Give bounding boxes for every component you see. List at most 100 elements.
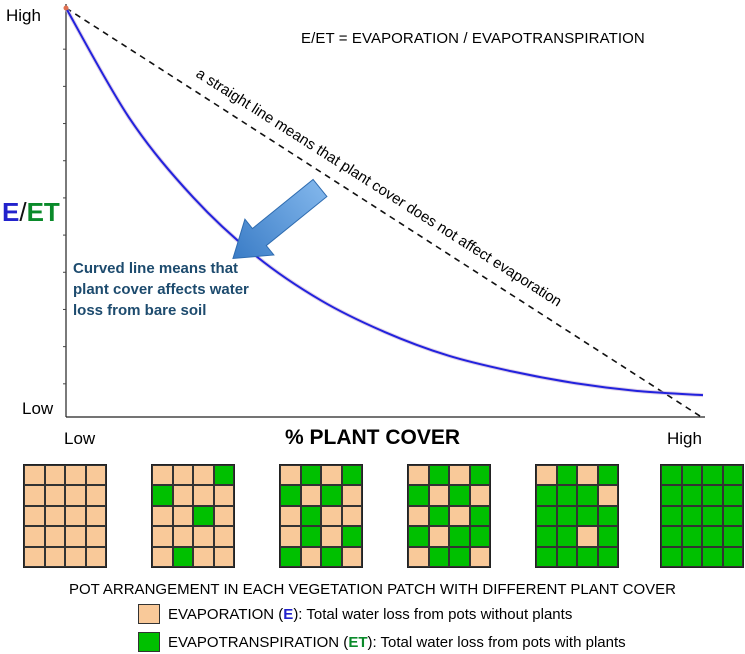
soil-pot-cell [408,505,429,527]
plant-pot-cell [661,465,682,486]
curved-line [65,7,704,397]
patches-caption: POT ARRANGEMENT IN EACH VEGETATION PATCH… [68,581,677,598]
plant-pot-cell [597,505,618,527]
legend-label-evapotranspiration: EVAPOTRANSPIRATION (ET): Total water los… [168,633,626,651]
soil-pot-cell [85,465,106,486]
plant-pot-cell [536,526,557,547]
x-axis-title: % PLANT COVER [284,426,460,449]
soil-pot-cell [321,465,342,486]
soil-pot-cell [44,505,65,527]
soil-pot-cell [469,485,490,506]
plant-pot-cell [469,505,490,527]
plant-pot-cell [428,465,449,486]
soil-pot-cell [65,465,86,486]
plant-pot-cell [722,546,743,567]
plant-pot-cell [702,546,723,567]
plant-pot-cell [577,485,598,506]
soil-pot-cell [300,546,321,567]
y-axis-title-e: E [2,197,20,227]
curve-start-point [63,5,69,11]
soil-pot-cell [152,465,173,486]
plant-pot-cell [449,546,470,567]
vegetation-patch [279,464,363,568]
y-axis-title-et: ET [26,197,60,227]
plant-pot-cell [213,465,234,486]
plant-pot-cell [428,546,449,567]
soil-pot-cell [577,465,598,486]
plant-pot-cell [172,546,193,567]
plant-pot-cell [577,505,598,527]
soil-pot-cell [341,546,362,567]
soil-pot-cell [280,526,301,547]
soil-pot-cell [321,526,342,547]
plant-pot-cell [152,485,173,506]
soil-pot-cell [44,485,65,506]
soil-pot-cell [449,505,470,527]
y-axis-high-label: High [6,6,41,25]
plant-pot-cell [469,465,490,486]
soil-pot-cell [469,546,490,567]
soil-pot-cell [193,465,214,486]
y-axis-title: E/ET [2,197,60,228]
plant-pot-cell [722,526,743,547]
soil-pot-cell [428,485,449,506]
straight-dashed-line [65,7,704,419]
formula-text: E/ET = EVAPORATION / EVAPOTRANSPIRATION [301,30,645,47]
soil-pot-cell [213,526,234,547]
soil-pot-cell [24,485,45,506]
soil-pot-cell [152,526,173,547]
plant-pot-cell [449,526,470,547]
x-axis-low-label: Low [64,429,96,448]
plant-pot-cell [681,485,702,506]
curved-line-annotation: Curved line means that plant cover affec… [73,260,249,319]
vegetation-patch [151,464,235,568]
plant-pot-cell [556,526,577,547]
soil-pot-cell [24,526,45,547]
plant-pot-cell [722,465,743,486]
plant-pot-cell [280,485,301,506]
soil-pot-cell [65,485,86,506]
soil-pot-cell [577,526,598,547]
chart-axes [63,4,705,418]
soil-pot-cell [85,526,106,547]
vegetation-patch [23,464,107,568]
soil-pot-cell [597,485,618,506]
legend-label-evaporation: EVAPORATION (E): Total water loss from p… [168,605,573,623]
plant-pot-cell [321,485,342,506]
plant-pot-cell [661,505,682,527]
soil-pot-cell [44,526,65,547]
plant-pot-cell [300,526,321,547]
plant-pot-cell [556,465,577,486]
vegetation-patch [535,464,619,568]
plant-pot-cell [681,505,702,527]
plant-pot-cell [702,505,723,527]
plant-pot-cell [681,526,702,547]
plant-pot-cell [428,505,449,527]
soil-pot-cell [408,465,429,486]
soil-pot-cell [172,465,193,486]
soil-pot-cell [280,465,301,486]
arrow-shape [232,178,328,260]
plant-pot-cell [556,546,577,567]
soil-pot-cell [172,505,193,527]
soil-pot-cell [193,485,214,506]
plant-pot-cell [577,546,598,567]
soil-pot-cell [152,546,173,567]
plant-pot-cell [341,526,362,547]
soil-pot-cell [44,546,65,567]
plant-pot-cell [280,546,301,567]
plant-pot-cell [661,485,682,506]
plant-pot-cell [597,526,618,547]
soil-pot-cell [213,505,234,527]
plant-pot-cell [681,546,702,567]
plant-pot-cell [536,505,557,527]
soil-pot-cell [85,505,106,527]
plant-pot-cell [556,485,577,506]
soil-pot-cell [172,526,193,547]
plant-swatch [138,632,160,652]
plant-pot-cell [321,546,342,567]
plant-pot-cell [449,485,470,506]
y-axis-title-slash: / [19,197,27,227]
soil-pot-cell [85,485,106,506]
soil-pot-cell [24,505,45,527]
